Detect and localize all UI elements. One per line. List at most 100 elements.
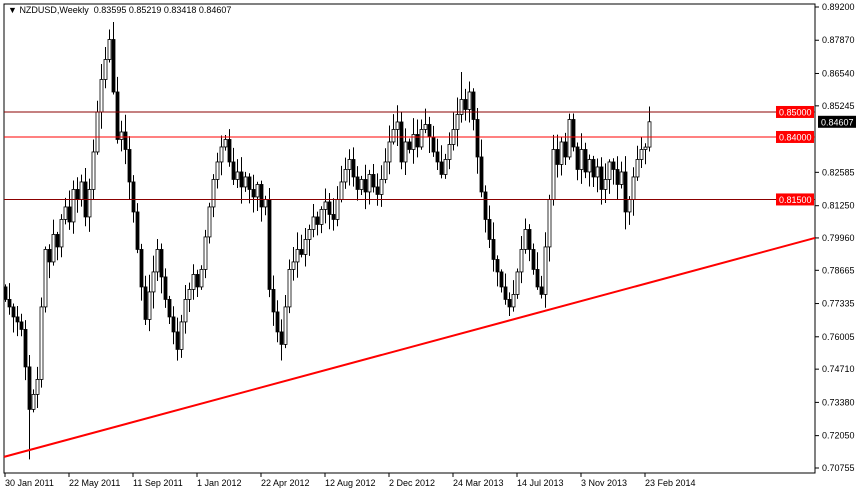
candle-body [323, 201, 328, 210]
candles [3, 22, 652, 460]
candle [175, 317, 180, 361]
candle-body [115, 91, 120, 140]
candle-body [19, 321, 24, 330]
candle-body [39, 306, 44, 380]
candle-body [579, 149, 584, 170]
candle [179, 314, 184, 358]
candle-body [331, 214, 336, 220]
candle [3, 284, 8, 302]
candle [43, 246, 48, 313]
candle-body [27, 366, 32, 410]
candle-body [343, 169, 348, 183]
candle-body [439, 161, 444, 175]
candle-body [535, 269, 540, 288]
candle-body [243, 176, 248, 188]
x-tick-label: 3 Nov 2013 [581, 478, 627, 488]
x-tick-label: 2 Dec 2012 [389, 478, 435, 488]
candle-body [263, 199, 268, 208]
candle [223, 135, 228, 151]
candle [271, 275, 276, 326]
candle-body [375, 186, 380, 195]
y-tick-label: 0.86540 [822, 68, 855, 78]
y-tick-label: 0.74710 [822, 364, 855, 374]
candle-body [571, 119, 576, 148]
candle [615, 156, 620, 200]
candle [419, 119, 424, 150]
candle [167, 295, 172, 324]
candle [507, 292, 512, 316]
candle-body [607, 161, 612, 180]
candle-body [623, 171, 628, 213]
candle [203, 229, 208, 279]
candle-body [171, 316, 176, 333]
x-tick-label: 1 Jan 2012 [197, 478, 242, 488]
y-tick-label: 0.85245 [822, 101, 855, 111]
candle [71, 180, 76, 234]
candle-body [195, 274, 200, 288]
candle-body [507, 299, 512, 308]
candle-body [303, 239, 308, 255]
candle [63, 197, 68, 225]
candle-body [431, 136, 436, 153]
candle-body [275, 311, 280, 333]
candle [27, 355, 32, 460]
candle [35, 366, 40, 408]
candle [359, 175, 364, 195]
price-labels: 0.85000 0.84000 0.81500 0.84607 [776, 105, 856, 206]
candle-body [71, 189, 76, 223]
candle [15, 306, 20, 337]
candle-body [403, 141, 408, 163]
candle [559, 136, 564, 176]
candle [463, 88, 468, 121]
candle-body [423, 124, 428, 130]
candle-body [199, 269, 204, 288]
candle-body [347, 159, 352, 170]
candle [287, 259, 292, 314]
candle [231, 147, 236, 186]
y-tick-label: 0.89200 [822, 2, 855, 12]
candle-body [255, 184, 260, 198]
y-tick-label: 0.81250 [822, 201, 855, 211]
candle [151, 255, 156, 309]
candle [595, 158, 600, 193]
y-tick-label: 0.72050 [822, 431, 855, 441]
candle [619, 161, 624, 189]
y-tick-label: 0.82585 [822, 167, 855, 177]
candle-body [151, 271, 156, 293]
candle-body [615, 169, 620, 185]
candle-body [447, 144, 452, 160]
candle-body [415, 134, 420, 148]
candle-body [3, 286, 8, 300]
candle-body [611, 161, 616, 170]
candle-body [555, 149, 560, 165]
candle [147, 274, 152, 332]
candle-body [215, 161, 220, 180]
y-tick-label: 0.87870 [822, 35, 855, 45]
candle-body [399, 121, 404, 163]
candle-body [463, 99, 468, 110]
candle-body [647, 121, 652, 148]
candle-body [471, 91, 476, 120]
dropdown-triangle-icon[interactable]: ▼ [8, 5, 17, 15]
candle [111, 22, 116, 95]
candle-body [175, 331, 180, 350]
trendline[interactable] [3, 236, 816, 458]
candle [495, 255, 500, 287]
candle-body [483, 191, 488, 220]
candle-body [379, 179, 384, 195]
candle-body [23, 329, 28, 368]
x-tick-label: 22 May 2011 [69, 478, 120, 488]
candle-body [587, 159, 592, 173]
candle [23, 320, 28, 381]
candle-body [167, 299, 172, 318]
candle [575, 142, 580, 181]
candle [479, 139, 484, 198]
candle-body [7, 299, 12, 308]
candle [143, 275, 148, 325]
candle [399, 111, 404, 170]
level-price-label-bg [776, 130, 814, 143]
candle [579, 133, 584, 184]
chart-header: ▼ NZDUSD,Weekly 0.83595 0.85219 0.83418 … [8, 5, 231, 15]
candle-body [527, 229, 532, 250]
